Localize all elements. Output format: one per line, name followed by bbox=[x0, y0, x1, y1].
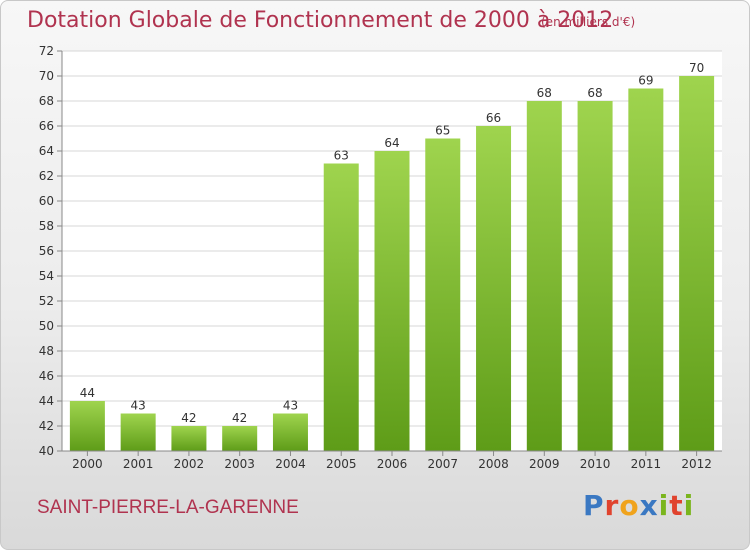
x-tick-label: 2004 bbox=[275, 457, 306, 471]
bar-2000 bbox=[69, 401, 105, 451]
x-tick-label: 2009 bbox=[529, 457, 560, 471]
y-tick-label: 62 bbox=[39, 169, 54, 183]
data-label: 68 bbox=[537, 86, 552, 100]
data-label: 42 bbox=[181, 411, 196, 425]
bar-2009 bbox=[526, 101, 562, 451]
y-tick-label: 40 bbox=[39, 444, 54, 458]
chart-subtitle: (en milliers d'€) bbox=[541, 15, 636, 29]
y-tick-label: 70 bbox=[39, 69, 54, 83]
y-tick-label: 48 bbox=[39, 344, 54, 358]
bar-2006 bbox=[374, 151, 410, 451]
bar-2007 bbox=[425, 138, 461, 451]
bar-2008 bbox=[476, 126, 512, 451]
data-label: 42 bbox=[232, 411, 247, 425]
y-tick-label: 66 bbox=[39, 119, 54, 133]
bar-2011 bbox=[628, 88, 664, 451]
data-label: 70 bbox=[689, 61, 704, 75]
bar-2002 bbox=[171, 426, 207, 451]
bar-2005 bbox=[323, 163, 359, 451]
y-tick-label: 42 bbox=[39, 419, 54, 433]
proxiti-logo[interactable]: Proxiti bbox=[583, 489, 695, 522]
x-tick-label: 2000 bbox=[72, 457, 103, 471]
x-tick-label: 2002 bbox=[174, 457, 205, 471]
y-tick-label: 44 bbox=[39, 394, 54, 408]
y-tick-label: 58 bbox=[39, 219, 54, 233]
x-tick-label: 2012 bbox=[681, 457, 712, 471]
data-label: 44 bbox=[80, 386, 95, 400]
y-tick-label: 68 bbox=[39, 94, 54, 108]
x-tick-label: 2007 bbox=[427, 457, 458, 471]
data-label: 43 bbox=[131, 399, 146, 413]
commune-name: SAINT-PIERRE-LA-GARENNE bbox=[37, 497, 299, 518]
bars: 44 43 42 42 43 63 64 65 66 68 68 69 70 bbox=[69, 61, 715, 451]
y-tick-label: 50 bbox=[39, 319, 54, 333]
data-label: 65 bbox=[435, 124, 450, 138]
bar-2004 bbox=[272, 413, 308, 451]
x-tick-label: 2010 bbox=[580, 457, 611, 471]
y-tick-label: 60 bbox=[39, 194, 54, 208]
data-label: 68 bbox=[587, 86, 602, 100]
bar-2003 bbox=[222, 426, 258, 451]
x-tick-label: 2003 bbox=[224, 457, 255, 471]
x-tick-label: 2001 bbox=[123, 457, 154, 471]
bar-2010 bbox=[577, 101, 613, 451]
data-label: 64 bbox=[384, 136, 399, 150]
data-label: 69 bbox=[638, 74, 653, 88]
x-tick-label: 2008 bbox=[478, 457, 509, 471]
x-tick-label: 2011 bbox=[631, 457, 662, 471]
y-tick-label: 56 bbox=[39, 244, 54, 258]
data-label: 66 bbox=[486, 111, 501, 125]
x-tick-label: 2005 bbox=[326, 457, 357, 471]
bar-2012 bbox=[679, 76, 715, 451]
y-tick-label: 64 bbox=[39, 144, 54, 158]
data-label: 43 bbox=[283, 399, 298, 413]
chart-title: Dotation Globale de Fonctionnement de 20… bbox=[27, 8, 614, 33]
y-tick-label: 46 bbox=[39, 369, 54, 383]
bar-2001 bbox=[120, 413, 156, 451]
axes: 40 42 44 46 48 50 52 54 56 58 60 62 64 66 68 70 72 2000 20… bbox=[39, 44, 722, 471]
x-tick-label: 2006 bbox=[377, 457, 408, 471]
y-tick-label: 54 bbox=[39, 269, 54, 283]
data-label: 63 bbox=[334, 149, 349, 163]
y-tick-label: 72 bbox=[39, 44, 54, 58]
y-tick-label: 52 bbox=[39, 294, 54, 308]
